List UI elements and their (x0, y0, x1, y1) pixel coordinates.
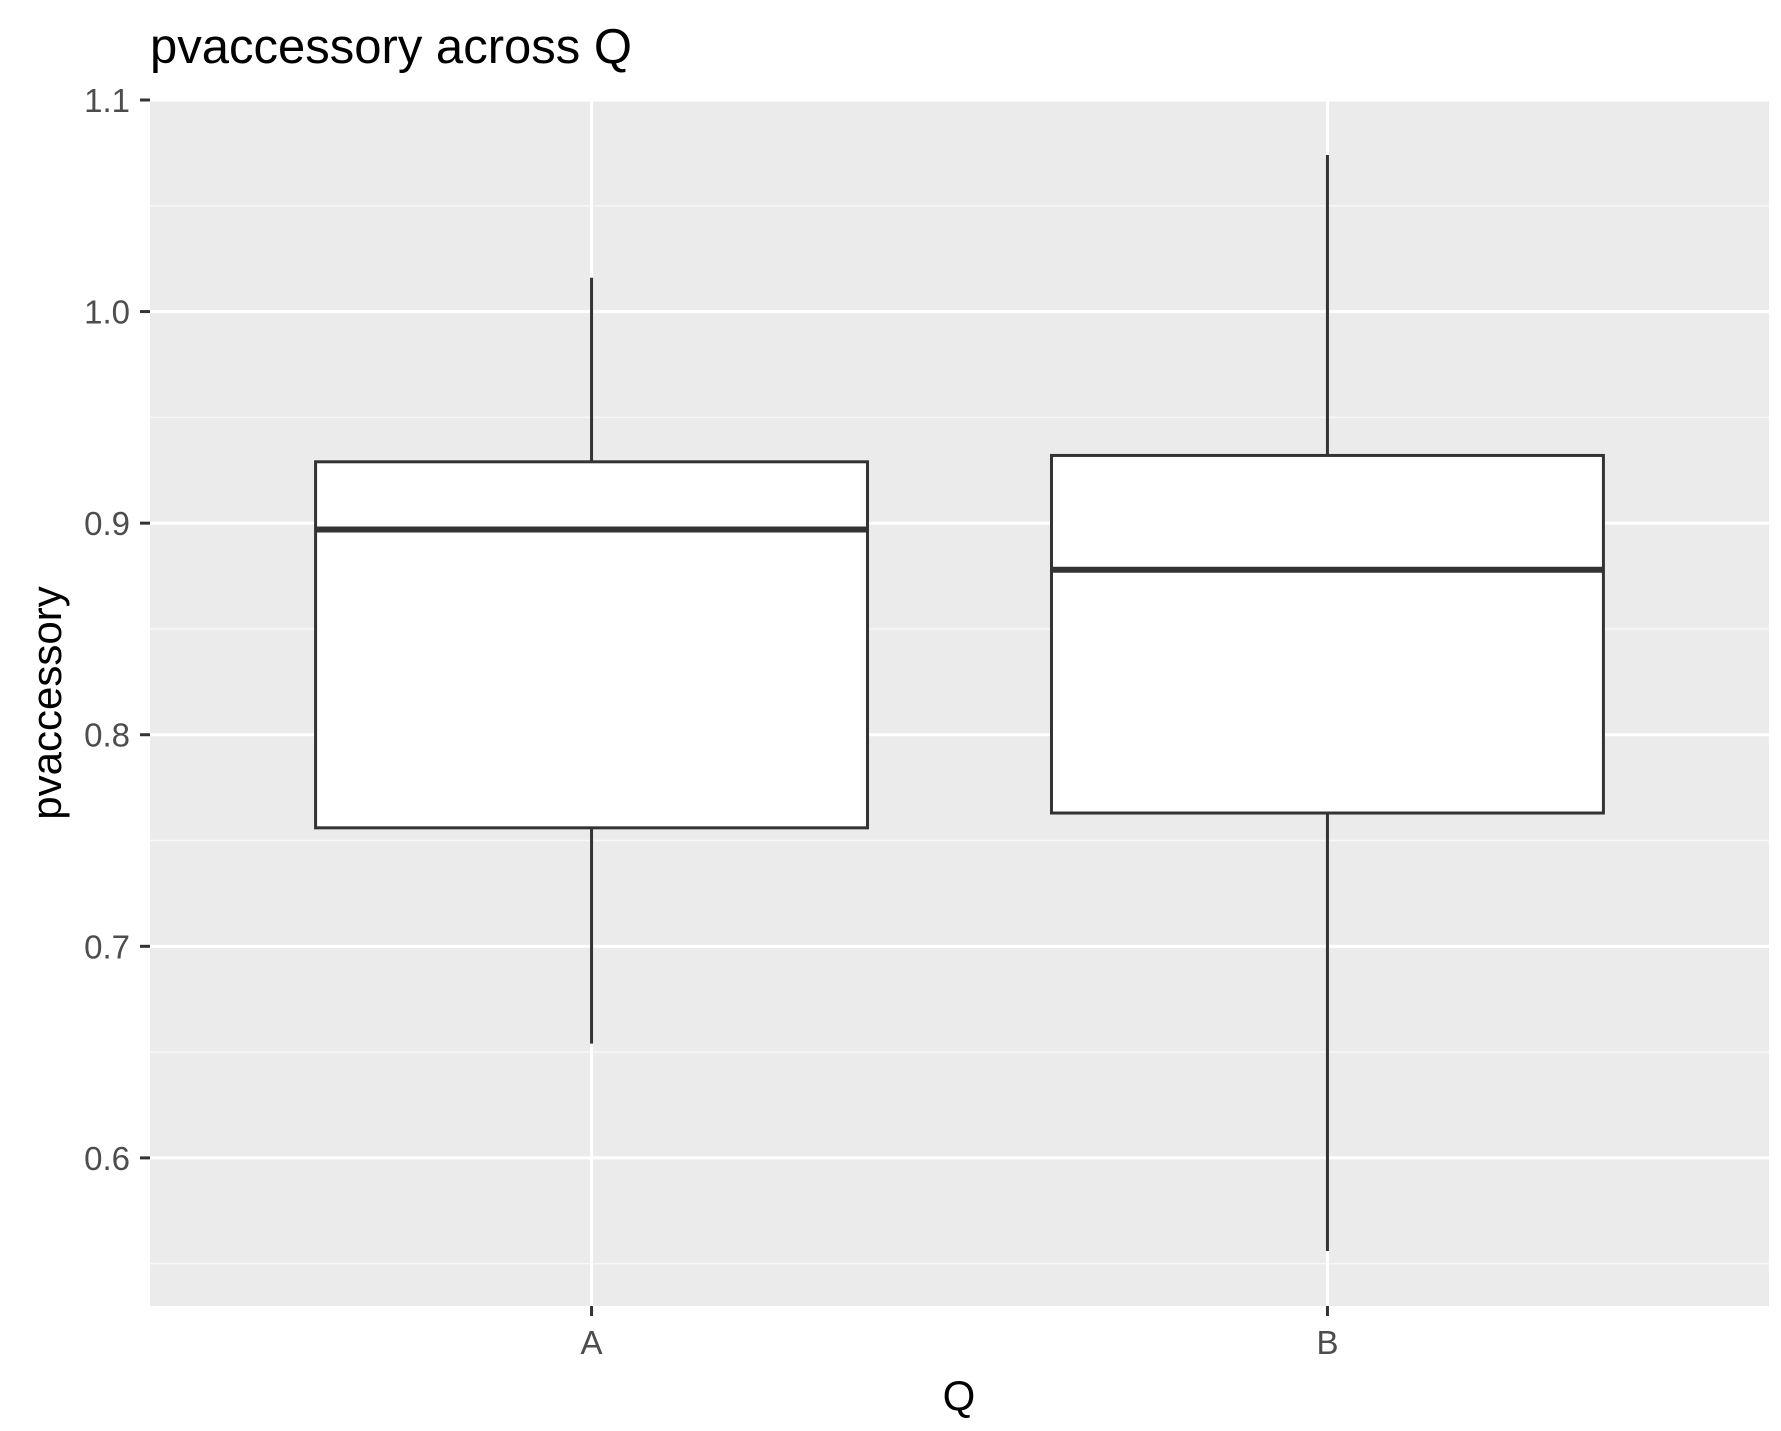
y-tick-label: 1.1 (84, 82, 130, 119)
y-tick-label: 0.6 (84, 1140, 130, 1177)
x-tick-label: B (1316, 1324, 1338, 1361)
box-iqr (1049, 453, 1605, 815)
y-axis-title: pvaccessory (23, 586, 70, 819)
x-axis-title: Q (943, 1372, 976, 1419)
y-tick-label: 0.8 (84, 717, 130, 754)
y-tick-label: 1.0 (84, 294, 130, 331)
box-iqr (314, 460, 870, 830)
chart-title: pvaccessory across Q (150, 20, 632, 74)
axes: 0.6 0.7 0.8 0.9 1.0 1.1 A B (84, 82, 1338, 1361)
y-tick-label: 0.7 (84, 928, 130, 965)
y-tick-label: 0.9 (84, 505, 130, 542)
boxes (314, 155, 1605, 1251)
box-group-A (314, 277, 870, 1044)
x-tick-label: A (581, 1324, 603, 1361)
box-group-B (1049, 155, 1605, 1251)
